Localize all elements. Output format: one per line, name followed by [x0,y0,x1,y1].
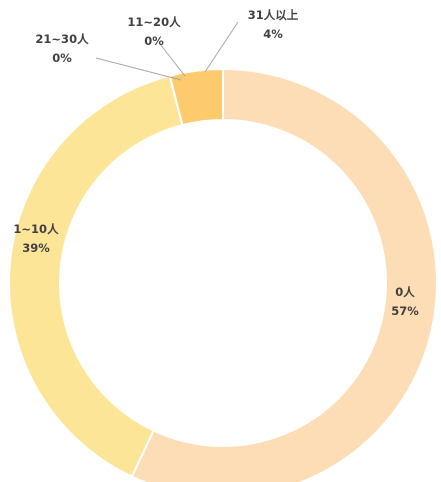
donut-slice-4 [168,67,224,127]
data-label-1-10-people: 1~10人 39% [10,220,62,258]
data-label-21-30-people: 21~30人 0% [30,30,94,68]
percent-label: 57% [391,304,419,318]
percent-label: 4% [263,27,283,41]
donut-slice-1 [8,74,184,478]
category-label: 11~20人 [127,15,181,29]
category-label: 21~30人 [35,32,89,46]
data-label-0-people: 0人 57% [385,283,425,321]
data-label-31-plus-people: 31人以上 4% [236,6,310,44]
category-label: 31人以上 [247,8,299,22]
leader-line-31-plus [204,21,239,73]
data-label-11-20-people: 11~20人 0% [122,13,186,51]
donut-slice-0 [130,67,438,482]
percent-label: 0% [52,51,72,65]
leader-line-21-30 [95,57,182,81]
leader-line-11-20 [159,43,186,77]
percent-label: 39% [22,241,50,255]
category-label: 1~10人 [13,222,59,236]
category-label: 0人 [395,285,415,299]
percent-label: 0% [144,34,164,48]
